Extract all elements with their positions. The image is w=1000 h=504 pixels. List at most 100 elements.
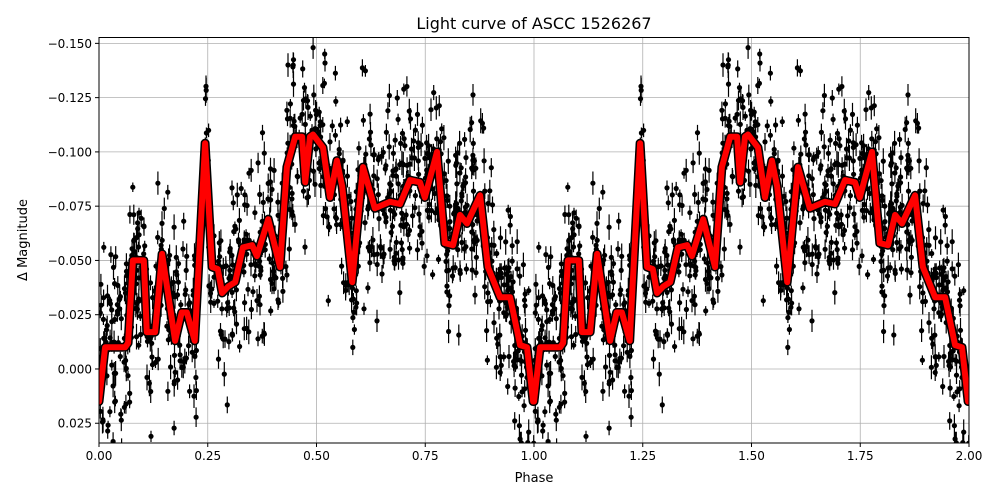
data-point (184, 253, 190, 259)
data-point (301, 85, 308, 91)
data-point (410, 213, 416, 219)
data-point (843, 146, 850, 152)
data-point (577, 243, 583, 249)
data-point (505, 383, 511, 390)
data-point (491, 320, 497, 326)
data-point (764, 123, 770, 129)
data-point (544, 319, 550, 325)
data-point (304, 195, 310, 201)
data-point (941, 353, 947, 360)
data-point (863, 107, 869, 113)
data-point (170, 279, 177, 285)
data-point (241, 269, 247, 275)
data-point (269, 260, 275, 266)
data-point (433, 105, 439, 111)
data-point (321, 80, 327, 86)
data-point (544, 362, 550, 368)
data-point (907, 292, 913, 298)
data-point (668, 226, 674, 232)
data-point (165, 388, 171, 394)
data-point (209, 286, 215, 292)
data-point (226, 339, 232, 345)
data-point (821, 144, 827, 150)
data-point (434, 136, 440, 142)
data-point (556, 286, 563, 292)
data-point (110, 438, 116, 443)
data-point (701, 256, 708, 262)
data-point (458, 165, 464, 171)
data-point (512, 418, 518, 424)
y-axis: −0.150 −0.125 −0.100 −0.075 −0.050 −0.025 0.00… (48, 37, 99, 431)
data-point (905, 140, 911, 146)
data-point (101, 335, 107, 341)
data-point (553, 411, 559, 417)
data-point (496, 306, 502, 312)
data-point (526, 429, 532, 435)
data-point (292, 221, 298, 227)
data-point (469, 165, 475, 171)
data-point (312, 181, 318, 187)
data-point (664, 252, 670, 259)
data-point (386, 144, 392, 150)
data-point (689, 298, 695, 304)
data-point (353, 288, 359, 294)
data-point (818, 219, 824, 225)
data-point (266, 256, 272, 262)
data-point (653, 332, 659, 338)
x-tick-label: 0.50 (303, 449, 330, 463)
data-point (852, 224, 858, 230)
data-point (236, 239, 242, 245)
data-point (245, 286, 251, 292)
data-point (455, 247, 461, 253)
data-point (893, 165, 899, 171)
data-point (940, 207, 946, 213)
data-point (683, 167, 689, 173)
data-point (879, 193, 885, 199)
data-point (400, 216, 406, 222)
data-point (774, 263, 780, 269)
data-point (487, 188, 493, 194)
data-point (571, 232, 577, 238)
data-point (669, 192, 675, 198)
data-point (109, 362, 115, 368)
data-point (650, 356, 657, 362)
data-point (662, 245, 668, 252)
data-point (890, 150, 896, 156)
data-point (485, 200, 491, 207)
data-point (257, 191, 263, 198)
data-point (914, 120, 921, 126)
data-point (104, 323, 110, 329)
data-point (307, 113, 313, 119)
data-point (227, 273, 233, 279)
data-point (904, 267, 910, 273)
data-point (313, 146, 319, 152)
data-point (600, 388, 606, 394)
data-point (940, 383, 946, 390)
data-point (654, 306, 660, 312)
data-point (507, 213, 513, 220)
data-point (746, 92, 752, 98)
data-point (832, 290, 838, 296)
data-point (349, 215, 355, 221)
data-point (542, 409, 548, 415)
data-point (189, 349, 195, 355)
data-point (142, 243, 148, 249)
data-point (463, 174, 469, 180)
data-point (229, 289, 235, 295)
data-point (908, 254, 915, 260)
data-point (558, 365, 564, 372)
data-point (370, 237, 376, 243)
data-point (220, 336, 226, 342)
data-point (704, 260, 711, 266)
data-point (505, 268, 511, 274)
data-point (546, 370, 552, 376)
data-point (545, 438, 551, 443)
data-point (99, 419, 106, 425)
data-point (931, 274, 937, 280)
data-point (870, 256, 877, 262)
data-point (683, 306, 690, 313)
data-point (376, 216, 382, 222)
data-point (757, 206, 764, 212)
data-point (426, 214, 432, 220)
data-point (447, 293, 453, 299)
